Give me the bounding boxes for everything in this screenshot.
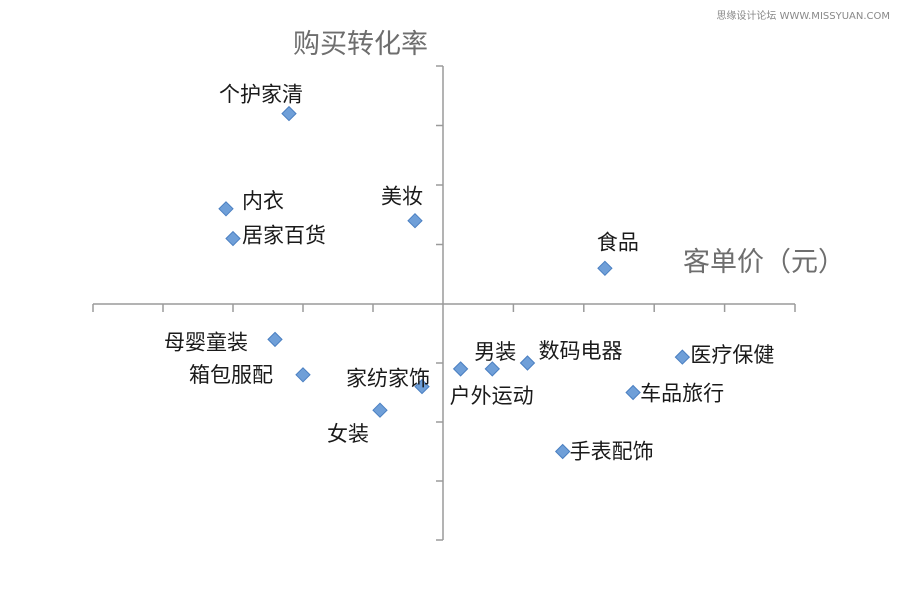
data-point: 数码电器	[519, 339, 622, 371]
point-label: 箱包服配	[189, 363, 273, 387]
point-marker	[267, 331, 283, 348]
watermark: 思缘设计论坛 WWW.MISSYUAN.COM	[716, 11, 890, 22]
point-marker	[625, 384, 641, 401]
point-marker	[519, 355, 536, 371]
point-marker	[554, 443, 571, 460]
point-label: 母婴童装	[164, 330, 248, 354]
point-marker	[295, 367, 311, 383]
data-point: 男装	[474, 340, 516, 377]
point-label: 个护家清	[219, 83, 303, 107]
data-point: 家纺家饰	[346, 367, 430, 395]
axes	[92, 65, 796, 541]
point-marker	[484, 361, 500, 377]
data-point: 食品	[597, 230, 639, 277]
data-point: 母婴童装	[164, 330, 283, 354]
point-marker	[674, 349, 691, 365]
point-marker	[225, 230, 241, 247]
point-label: 男装	[474, 340, 516, 364]
data-point: 女装	[327, 402, 388, 446]
point-label: 医疗保健	[690, 343, 774, 367]
data-point: 个护家清	[219, 83, 303, 122]
point-label: 车品旅行	[640, 382, 724, 406]
point-marker	[372, 402, 388, 418]
point-label: 手表配饰	[570, 440, 654, 464]
data-point: 美妆	[381, 185, 423, 229]
point-label: 居家百货	[242, 224, 326, 248]
point-marker	[452, 361, 469, 377]
point-marker	[281, 105, 297, 122]
data-point: 箱包服配	[189, 363, 311, 387]
point-marker	[218, 201, 234, 217]
point-marker	[407, 212, 423, 229]
data-point: 医疗保健	[674, 343, 774, 367]
point-label: 美妆	[381, 185, 423, 209]
x-axis-title: 客单价（元）	[683, 247, 845, 278]
point-label: 内衣	[242, 189, 284, 213]
point-label: 家纺家饰	[346, 367, 430, 391]
point-marker	[414, 378, 430, 395]
point-label: 女装	[327, 422, 369, 446]
data-point: 车品旅行	[625, 382, 724, 406]
data-point: 户外运动	[450, 361, 534, 408]
data-point: 居家百货	[225, 224, 326, 248]
point-label: 户外运动	[450, 384, 534, 408]
point-marker	[597, 260, 613, 277]
data-point: 手表配饰	[554, 440, 654, 464]
point-label: 食品	[597, 230, 639, 254]
y-axis-title: 购买转化率	[293, 29, 428, 60]
data-point: 内衣	[218, 189, 284, 217]
point-label: 数码电器	[538, 339, 622, 363]
